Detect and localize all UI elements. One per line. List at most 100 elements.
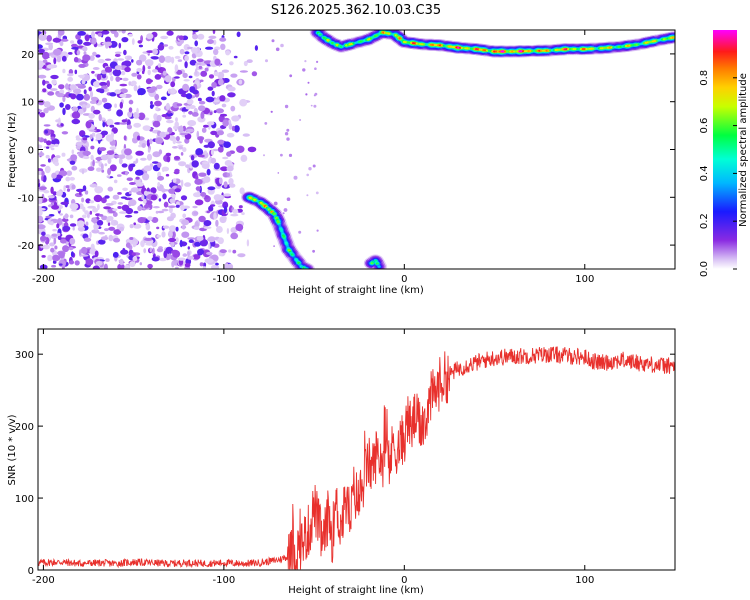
heatmap-cell [125,207,134,215]
heatmap-cell [101,130,108,136]
heatmap-cell [192,205,198,209]
heatmap-cell [223,141,232,148]
heatmap-cell [181,231,190,238]
heatmap-cell [150,101,153,105]
heatmap-cell [129,182,136,185]
heatmap-cell [129,224,134,229]
heatmap-cell [189,86,196,93]
heatmap-cell [182,114,187,118]
heatmap-cell [108,234,114,242]
heatmap-cell [90,100,97,104]
heatmap-cell [51,79,57,85]
heatmap-cell [206,121,215,126]
heatmap-cell [226,132,235,138]
heatmap-cell [132,256,138,262]
heatmap-cell [143,165,153,172]
heatmap-cell [112,41,118,46]
heatmap-cell [146,139,151,147]
heatmap-cell [108,226,116,231]
heatmap-cell [147,216,153,221]
heatmap-cell [121,37,129,43]
heatmap-cell [74,260,80,266]
heatmap-cell [215,108,224,114]
heatmap-cell [137,40,143,44]
heatmap-cell [103,206,111,210]
heatmap-cell [44,129,49,134]
heatmap-cell [238,205,243,209]
heatmap-cell [94,126,98,133]
heatmap-cell [286,197,291,201]
heatmap-cell [38,186,47,191]
heatmap-cell [197,248,205,255]
heatmap-cell [149,104,154,109]
heatmap-cell [186,46,194,50]
heatmap-cell [156,226,160,230]
heatmap-cell [121,119,128,123]
heatmap-cell [125,242,131,248]
heatmap-cell [176,103,183,107]
heatmap-cell [208,74,215,79]
heatmap-cell [146,33,154,40]
heatmap-cell [175,136,180,142]
heatmap-cell [219,216,227,224]
heatmap-cell [70,251,74,258]
heatmap-cell [82,206,86,212]
heatmap-cell [95,261,103,266]
heatmap-cell [50,136,55,140]
heatmap-cell [182,147,187,153]
heatmap-cell [88,129,96,132]
heatmap-cell [124,214,133,218]
x-tick-label: 0 [401,274,407,285]
heatmap-cell [199,239,208,247]
heatmap-cell [170,81,176,88]
heatmap-cell [136,107,139,114]
heatmap-cell [308,167,312,171]
heatmap-cell [128,81,132,86]
heatmap-cell [147,65,151,70]
heatmap-cell [166,156,171,163]
heatmap-cell [96,88,105,93]
heatmap-cell [206,251,213,255]
heatmap-cell [68,52,73,55]
heatmap-cell [57,30,65,36]
heatmap-cell [119,211,127,214]
heatmap-cell [203,226,212,229]
heatmap-cell [168,206,173,214]
heatmap-cell [237,253,246,258]
heatmap-cell [275,47,280,52]
heatmap-cell [43,124,51,127]
snr-series-line [38,346,675,570]
heatmap-cell [197,33,205,40]
heatmap-cell [50,221,54,226]
heatmap-cell [182,213,187,219]
heatmap-cell [46,140,52,146]
heatmap-cell [128,190,132,195]
heatmap-cell [174,55,181,59]
heatmap-cell [52,229,57,232]
heatmap-cell [214,58,221,66]
heatmap-cell [90,154,94,161]
heatmap-cell [184,55,190,62]
heatmap-cell [232,209,239,214]
heatmap-cell [131,59,134,63]
colorbar-tick-label: 0.6 [699,118,710,134]
heatmap-cell [52,191,57,196]
heatmap-cell [147,148,151,153]
heatmap-cell [127,111,133,118]
heatmap-cell [156,248,164,253]
heatmap-cell [38,137,41,141]
heatmap-cell [79,130,86,137]
heatmap-cell [38,224,46,230]
heatmap-cell [213,71,220,77]
heatmap-cell [221,69,230,73]
heatmap-cell [104,66,113,73]
heatmap-cell [97,32,103,37]
heatmap-cell [117,202,124,205]
heatmap-cell [187,251,190,257]
heatmap-cell [152,120,161,128]
heatmap-cell [142,173,150,181]
heatmap-cell [100,236,109,241]
heatmap-cell [101,30,110,35]
heatmap-cell [158,55,166,63]
